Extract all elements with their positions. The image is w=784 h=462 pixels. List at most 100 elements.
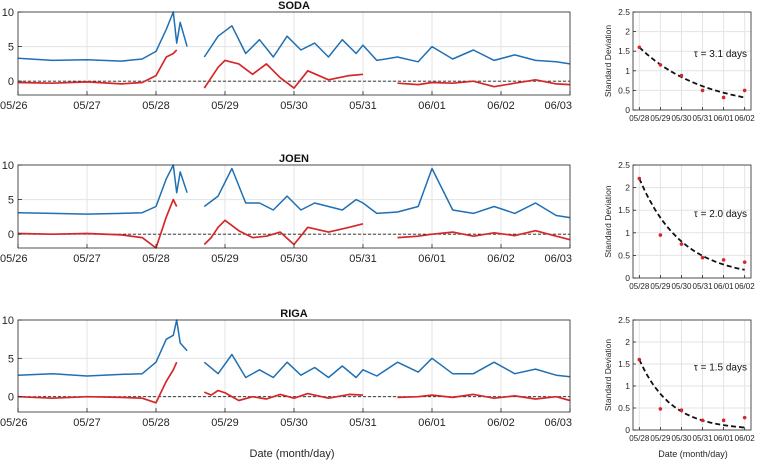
y-tick-label: 10 (2, 315, 14, 327)
timeseries-panel-soda: 0 5 10 05/26 05/27 05/28 05/29 05/30 05/31 06/01 0… (0, 0, 572, 112)
y-tick-label: 1.5 (618, 205, 630, 215)
y-tick-label: 1.5 (618, 46, 630, 56)
panel-title: JOEN (279, 153, 309, 165)
data-point (679, 242, 684, 246)
exponential-fit-curve (638, 178, 745, 271)
timeseries-panel-joen: 0 5 10 05/26 05/27 05/28 05/29 05/30 05/31 06/01 0… (0, 153, 572, 265)
y-tick-label: 0 (8, 229, 14, 241)
x-tick-label: 05/30 (671, 434, 692, 443)
stddev-panel-2: 0 0.5 1 1.5 2 2.5 05/28 05/29 05/30 05/31 06/01 06/… (603, 160, 755, 291)
x-tick-label: 05/28 (629, 434, 650, 443)
x-tick-label: 05/29 (650, 282, 671, 291)
x-tick-label: 05/31 (693, 114, 714, 123)
y-tick-label: 0 (8, 392, 14, 404)
x-tick-label: 05/29 (211, 253, 239, 265)
x-tick-label: 05/26 (0, 417, 28, 429)
data-point (637, 176, 642, 181)
data-point (700, 255, 705, 260)
y-tick-label: 0 (625, 105, 630, 115)
y-tick-label: 0 (625, 425, 630, 435)
y-tick-label: 2 (625, 183, 630, 193)
data-point (658, 407, 663, 411)
timeseries-xlabel: Date (month/day) (250, 448, 335, 460)
y-axis-label: Standard Deviation (603, 339, 613, 412)
series-red-line (17, 361, 571, 404)
x-tick-label: 05/28 (629, 282, 650, 291)
x-tick-label: 06/03 (544, 253, 572, 265)
x-tick-label: 05/28 (142, 417, 170, 429)
x-tick-label: 05/30 (280, 253, 308, 265)
x-tick-label: 06/02 (735, 282, 756, 291)
data-point (742, 415, 747, 420)
x-tick-label: 05/30 (280, 100, 308, 112)
x-tick-label: 05/30 (671, 282, 692, 291)
y-tick-label: 5 (8, 353, 14, 365)
stddev-panel-1: 0 0.5 1 1.5 2 2.5 05/28 05/29 05/30 05/31 06/01 06/… (603, 7, 755, 123)
x-tick-label: 05/30 (280, 417, 308, 429)
x-tick-label: 05/31 (349, 253, 377, 265)
y-tick-label: 10 (2, 160, 14, 172)
series-blue-line (17, 319, 571, 379)
y-tick-label: 5 (8, 195, 14, 207)
y-tick-label: 0 (8, 76, 14, 88)
stddev-panel-3: 0 0.5 1 1.5 2 2.5 05/28 05/29 05/30 05/31 06/01 06/… (603, 315, 755, 443)
data-point (700, 88, 705, 93)
data-point (742, 88, 747, 93)
x-tick-label: 06/01 (714, 434, 735, 443)
data-point (742, 260, 747, 264)
plot-frame (632, 319, 752, 431)
x-tick-label: 06/01 (714, 114, 735, 123)
exponential-fit-curve (638, 46, 745, 99)
y-axis-label: Standard Deviation (603, 25, 613, 98)
series-red-line (17, 198, 571, 249)
x-tick-label: 05/30 (671, 114, 692, 123)
timeseries-panel-riga: 0 5 10 05/26 05/27 05/28 05/29 05/30 05/31 06/01 0… (0, 308, 572, 429)
x-tick-label: 06/01 (418, 417, 446, 429)
x-tick-label: 06/02 (487, 253, 515, 265)
y-tick-label: 2 (625, 337, 630, 347)
exponential-fit-curve (638, 359, 745, 429)
y-tick-label: 5 (8, 42, 14, 54)
data-point (721, 258, 726, 262)
data-point (700, 418, 705, 423)
x-tick-label: 05/26 (0, 253, 28, 265)
x-tick-label: 05/27 (73, 100, 101, 112)
panel-title: RIGA (280, 308, 308, 320)
data-point (679, 408, 684, 413)
data-point (721, 95, 726, 100)
y-tick-label: 2.5 (618, 315, 630, 325)
data-point (679, 73, 684, 78)
series-blue-line (17, 164, 571, 219)
y-tick-label: 0.5 (618, 250, 630, 260)
tau-annotation: τ = 1.5 days (694, 363, 747, 374)
x-tick-label: 06/01 (418, 100, 446, 112)
x-tick-label: 05/28 (629, 114, 650, 123)
tau-annotation: τ = 2.0 days (694, 209, 747, 220)
x-tick-label: 05/29 (650, 434, 671, 443)
y-tick-label: 0.5 (618, 85, 630, 95)
tau-annotation: τ = 3.1 days (694, 49, 747, 60)
x-tick-label: 06/01 (418, 253, 446, 265)
x-tick-label: 05/28 (142, 100, 170, 112)
x-tick-label: 06/01 (714, 282, 735, 291)
x-tick-label: 06/03 (544, 417, 572, 429)
y-tick-label: 1 (625, 66, 630, 76)
plot-frame (632, 164, 752, 279)
y-tick-label: 10 (2, 7, 14, 19)
panel-title: SODA (278, 0, 310, 12)
data-point (637, 45, 642, 50)
x-tick-label: 06/02 (487, 100, 515, 112)
x-tick-label: 05/29 (211, 417, 239, 429)
data-point (637, 357, 642, 362)
plot-frame (632, 11, 752, 111)
x-tick-label: 05/31 (349, 100, 377, 112)
y-tick-label: 2.5 (618, 7, 630, 17)
data-point (658, 63, 663, 67)
data-point (721, 418, 726, 423)
y-tick-label: 1 (625, 228, 630, 238)
x-tick-label: 05/26 (0, 100, 28, 112)
x-tick-label: 06/02 (735, 114, 756, 123)
x-tick-label: 05/27 (73, 253, 101, 265)
